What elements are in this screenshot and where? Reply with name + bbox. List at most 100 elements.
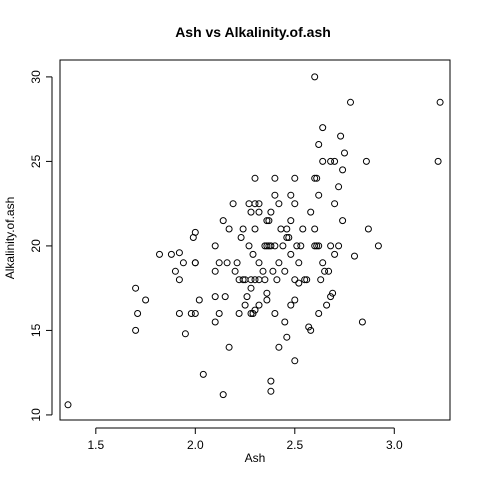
data-point <box>247 208 255 216</box>
data-point <box>297 242 305 250</box>
data-point <box>291 174 299 182</box>
data-point <box>134 310 142 317</box>
data-point <box>295 279 303 287</box>
data-point <box>263 289 271 297</box>
data-point <box>263 217 271 225</box>
data-point <box>255 301 263 309</box>
data-point <box>195 296 203 304</box>
chart-title: Ash vs Alkalinity.of.ash <box>175 24 331 40</box>
data-point <box>175 310 183 317</box>
data-point <box>233 259 241 267</box>
data-point <box>156 250 163 258</box>
data-point <box>267 208 275 216</box>
data-point <box>263 242 271 250</box>
x-axis: 1.5 2.0 2.5 3.0 <box>87 427 403 452</box>
data-point <box>275 259 283 267</box>
data-point <box>191 228 199 236</box>
y-tick-label: 30 <box>29 70 43 84</box>
data-point <box>255 276 263 284</box>
data-point <box>231 267 239 275</box>
x-tick-label: 2.0 <box>187 438 204 452</box>
data-point <box>313 174 321 182</box>
data-point <box>331 250 339 258</box>
data-point <box>132 284 140 292</box>
data-point <box>277 225 285 233</box>
data-point <box>239 225 247 233</box>
data-point <box>279 242 287 250</box>
data-point <box>436 98 444 106</box>
data-point <box>319 124 327 132</box>
data-point <box>291 276 299 284</box>
data-point <box>339 217 347 225</box>
data-point <box>245 200 253 208</box>
data-point <box>323 301 331 309</box>
data-point <box>311 73 319 81</box>
y-tick-label: 25 <box>29 154 43 168</box>
data-point <box>235 310 243 317</box>
plot-frame <box>59 59 451 421</box>
data-point <box>167 250 175 258</box>
data-point <box>335 183 343 191</box>
data-point <box>311 225 319 233</box>
data-point <box>319 259 327 267</box>
data-point <box>237 234 245 241</box>
data-point <box>315 191 323 199</box>
data-point <box>179 259 187 267</box>
x-tick-label: 1.5 <box>87 438 104 452</box>
y-axis-label: Alkalinity.of.ash <box>3 197 17 279</box>
data-point <box>223 259 231 267</box>
data-point <box>265 217 273 225</box>
data-point <box>313 242 321 250</box>
data-point <box>225 343 233 351</box>
data-point <box>301 276 309 284</box>
data-point <box>175 276 183 284</box>
data-point <box>211 318 219 326</box>
data-point <box>219 217 227 225</box>
data-point <box>219 391 227 399</box>
data-point <box>283 225 291 233</box>
data-point <box>291 357 299 365</box>
data-point <box>269 267 277 275</box>
data-point <box>211 267 219 275</box>
y-tick-label: 15 <box>29 323 43 337</box>
y-tick-label: 20 <box>29 239 43 253</box>
data-point <box>267 377 275 385</box>
data-point <box>245 242 253 250</box>
data-point <box>221 293 229 301</box>
data-point <box>251 306 259 314</box>
data-point <box>364 225 372 233</box>
data-point <box>211 242 219 250</box>
data-point <box>215 259 223 267</box>
data-point <box>187 310 195 317</box>
data-point <box>321 267 329 275</box>
data-point <box>191 310 199 317</box>
data-point <box>293 242 301 250</box>
data-point <box>307 326 315 334</box>
data-point <box>251 174 259 182</box>
data-point <box>347 98 354 106</box>
data-point <box>325 267 333 275</box>
data-point <box>255 259 263 267</box>
data-point <box>251 200 259 208</box>
data-point <box>358 318 366 326</box>
data-point <box>267 242 275 250</box>
data-point <box>305 323 313 331</box>
data-point <box>199 370 207 378</box>
data-point <box>291 296 299 304</box>
data-point <box>307 208 315 216</box>
x-tick-label: 3.0 <box>386 438 403 452</box>
data-point <box>287 301 295 309</box>
data-point <box>271 191 279 199</box>
data-point <box>362 157 370 165</box>
data-point <box>271 242 279 250</box>
data-point <box>261 276 269 284</box>
data-points <box>64 73 444 409</box>
data-point <box>339 166 347 174</box>
data-point <box>295 259 303 267</box>
data-point <box>142 296 150 304</box>
data-point <box>275 343 283 351</box>
data-point <box>215 310 223 317</box>
data-point <box>273 276 281 284</box>
data-point <box>239 276 247 284</box>
data-point <box>251 225 259 233</box>
